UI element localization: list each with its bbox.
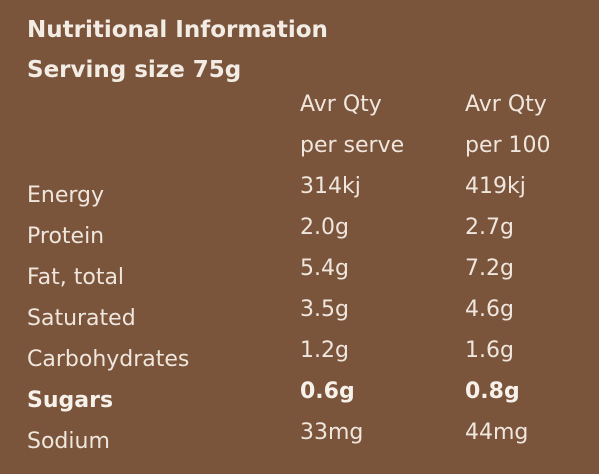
table-row-energy: Energy 314kj 419kj <box>27 174 599 215</box>
row-value-per-100: 0.8g <box>465 379 520 404</box>
row-label: Sodium <box>27 429 110 454</box>
row-value-per-100: 44mg <box>465 420 529 445</box>
column-header-100-line1: Avr Qty <box>465 92 547 117</box>
row-value-per-100: 2.7g <box>465 215 514 240</box>
row-label: Carbohydrates <box>27 347 190 372</box>
serving-size: Serving size 75g <box>27 57 242 83</box>
column-header-100-line2: per 100 <box>465 133 551 158</box>
table-row-saturated: Saturated 3.5g 4.6g <box>27 297 599 338</box>
row-value-per-100: 1.6g <box>465 338 514 363</box>
column-header-row-1: Avr Qty Avr Qty <box>27 92 599 133</box>
row-value-per-serve: 5.4g <box>300 256 349 281</box>
row-value-per-100: 4.6g <box>465 297 514 322</box>
row-label: Energy <box>27 183 105 208</box>
row-value-per-serve: 1.2g <box>300 338 349 363</box>
row-value-per-serve: 3.5g <box>300 297 349 322</box>
table-row-carbohydrates: Carbohydrates 1.2g 1.6g <box>27 338 599 379</box>
column-header-serve-line1: Avr Qty <box>300 92 382 117</box>
column-header-serve-line2: per serve <box>300 133 405 158</box>
row-label: Fat, total <box>27 265 125 290</box>
table-row-protein: Protein 2.0g 2.7g <box>27 215 599 256</box>
row-label: Protein <box>27 224 105 249</box>
table-row-fat-total: Fat, total 5.4g 7.2g <box>27 256 599 297</box>
row-value-per-serve: 33mg <box>300 420 364 445</box>
row-label: Saturated <box>27 306 136 331</box>
column-header-row-2: per serve per 100 <box>27 133 599 174</box>
row-value-per-serve: 314kj <box>300 174 361 199</box>
row-value-per-100: 419kj <box>465 174 526 199</box>
row-value-per-serve: 0.6g <box>300 379 355 404</box>
row-label: Sugars <box>27 388 114 413</box>
panel-title: Nutritional Information <box>27 17 328 43</box>
table-row-sodium: Sodium 33mg 44mg <box>27 420 599 461</box>
table-row-sugars: Sugars 0.6g 0.8g <box>27 379 599 420</box>
nutrition-table: Avr Qty Avr Qty per serve per 100 Energy… <box>27 92 599 461</box>
row-value-per-serve: 2.0g <box>300 215 349 240</box>
row-value-per-100: 7.2g <box>465 256 514 281</box>
